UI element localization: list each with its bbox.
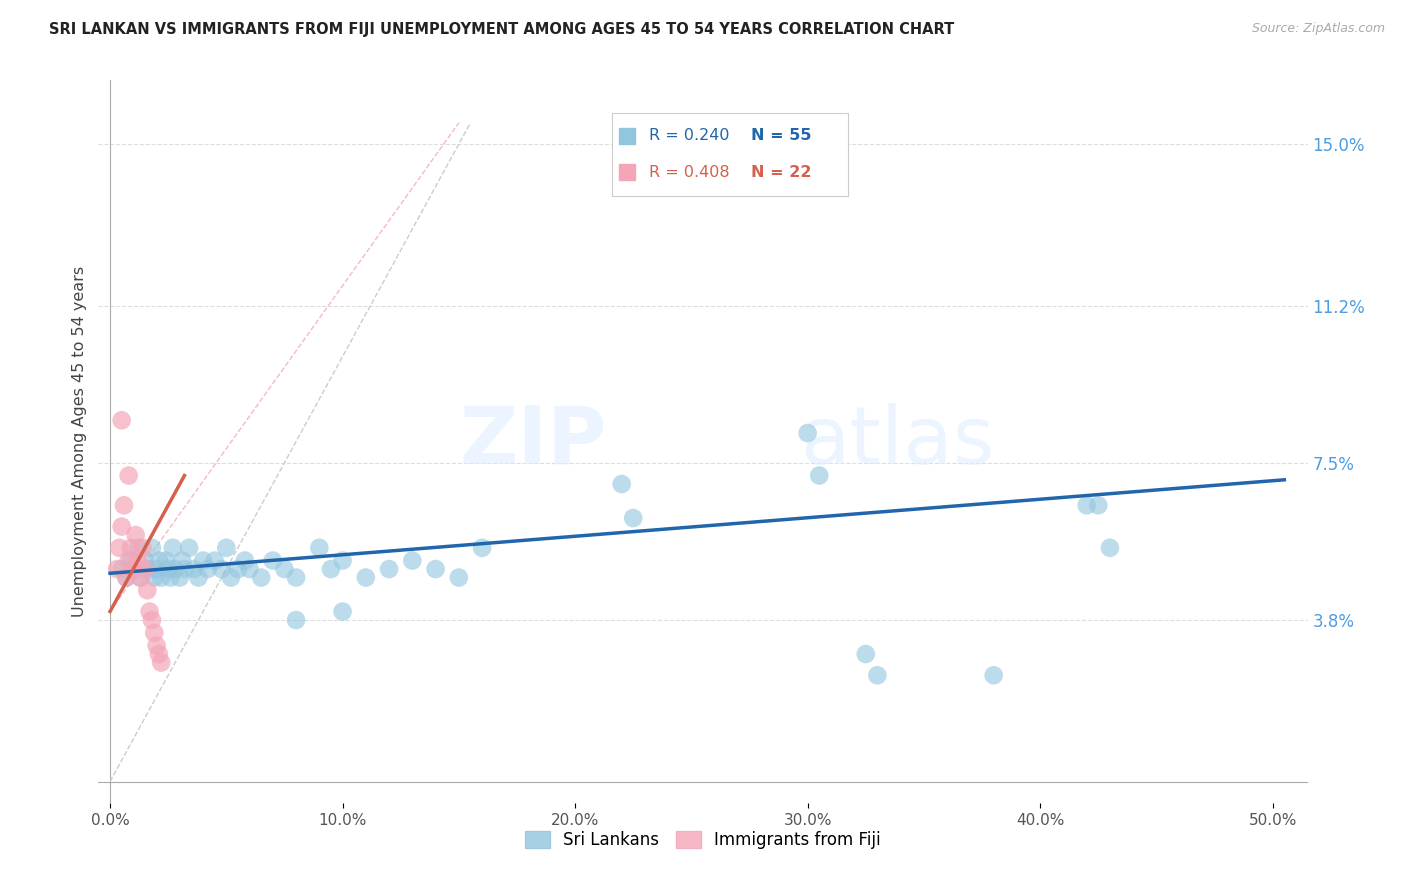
Point: [401, 553, 423, 567]
Point: [808, 468, 831, 483]
Point: [143, 570, 166, 584]
Point: [145, 639, 167, 653]
Point: [1087, 498, 1109, 512]
Point: [127, 541, 149, 555]
Point: [197, 562, 219, 576]
Point: [239, 562, 262, 576]
Text: N = 22: N = 22: [751, 164, 811, 179]
FancyBboxPatch shape: [613, 112, 848, 196]
Point: [319, 562, 342, 576]
Point: [122, 562, 145, 576]
Point: [262, 553, 284, 567]
Text: atlas: atlas: [800, 402, 994, 481]
Point: [1076, 498, 1098, 512]
Point: [157, 562, 180, 576]
Point: [111, 562, 134, 576]
Point: [118, 468, 141, 483]
Point: [226, 562, 249, 576]
Text: R = 0.408: R = 0.408: [648, 164, 730, 179]
Point: [855, 647, 877, 661]
Text: Source: ZipAtlas.com: Source: ZipAtlas.com: [1251, 22, 1385, 36]
Point: [250, 570, 273, 584]
Point: [143, 625, 166, 640]
Point: [120, 553, 142, 567]
Point: [183, 562, 205, 576]
Point: [215, 541, 238, 555]
Point: [155, 553, 177, 567]
Text: N = 55: N = 55: [751, 128, 811, 144]
Point: [219, 570, 242, 584]
Text: R = 0.240: R = 0.240: [648, 128, 730, 144]
Point: [111, 413, 134, 427]
Point: [866, 668, 889, 682]
Point: [118, 553, 141, 567]
Point: [141, 613, 163, 627]
Legend: Sri Lankans, Immigrants from Fiji: Sri Lankans, Immigrants from Fiji: [519, 824, 887, 856]
Point: [211, 562, 233, 576]
Point: [108, 541, 131, 555]
Text: ZIP: ZIP: [458, 402, 606, 481]
Point: [332, 553, 354, 567]
Point: [165, 562, 187, 576]
Point: [141, 541, 163, 555]
Point: [136, 583, 159, 598]
Point: [727, 158, 749, 172]
Point: [610, 477, 633, 491]
Point: [122, 562, 145, 576]
Point: [134, 553, 156, 567]
Point: [354, 570, 377, 584]
Point: [131, 541, 153, 555]
Point: [425, 562, 447, 576]
Point: [169, 570, 191, 584]
Point: [179, 541, 201, 555]
Point: [145, 562, 167, 576]
Point: [105, 562, 128, 576]
Point: [129, 570, 152, 584]
Point: [127, 553, 149, 567]
Point: [204, 553, 226, 567]
Point: [129, 570, 152, 584]
Point: [187, 570, 209, 584]
Point: [983, 668, 1005, 682]
Point: [115, 570, 138, 584]
Text: SRI LANKAN VS IMMIGRANTS FROM FIJI UNEMPLOYMENT AMONG AGES 45 TO 54 YEARS CORREL: SRI LANKAN VS IMMIGRANTS FROM FIJI UNEMP…: [49, 22, 955, 37]
Point: [173, 562, 195, 576]
Point: [124, 528, 146, 542]
Point: [471, 541, 494, 555]
Point: [159, 570, 181, 584]
Point: [273, 562, 295, 576]
Point: [233, 553, 256, 567]
Point: [796, 425, 818, 440]
Point: [621, 511, 644, 525]
Point: [134, 562, 156, 576]
Point: [162, 541, 184, 555]
Point: [112, 498, 135, 512]
Point: [172, 553, 194, 567]
Point: [378, 562, 401, 576]
Point: [191, 553, 214, 567]
Point: [148, 647, 170, 661]
Point: [150, 656, 173, 670]
Point: [1098, 541, 1121, 555]
Point: [120, 541, 142, 555]
Y-axis label: Unemployment Among Ages 45 to 54 years: Unemployment Among Ages 45 to 54 years: [72, 266, 87, 617]
Point: [332, 605, 354, 619]
Point: [447, 570, 470, 584]
Point: [285, 570, 308, 584]
Point: [308, 541, 330, 555]
Point: [111, 519, 134, 533]
Point: [136, 562, 159, 576]
Point: [285, 613, 308, 627]
Point: [138, 605, 160, 619]
Point: [115, 570, 138, 584]
Point: [150, 570, 173, 584]
Point: [148, 553, 170, 567]
